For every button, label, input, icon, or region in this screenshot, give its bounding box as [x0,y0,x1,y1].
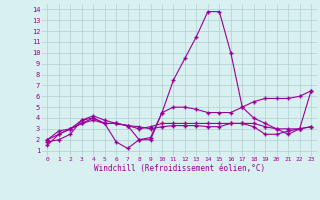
X-axis label: Windchill (Refroidissement éolien,°C): Windchill (Refroidissement éolien,°C) [94,164,265,173]
